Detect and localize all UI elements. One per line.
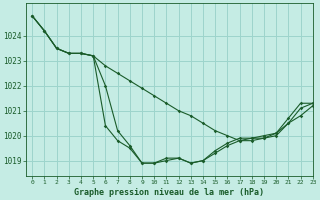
X-axis label: Graphe pression niveau de la mer (hPa): Graphe pression niveau de la mer (hPa) xyxy=(75,188,264,197)
